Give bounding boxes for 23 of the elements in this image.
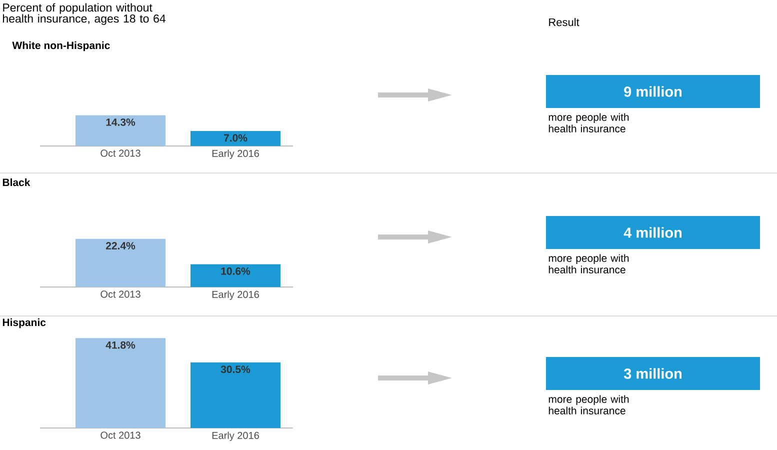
data-label: 41.8% — [106, 341, 136, 349]
chart-title: Hispanic — [2, 318, 46, 328]
text: Result — [549, 18, 580, 26]
x-tick-label: Oct 2013 — [100, 432, 140, 439]
data-label: 10.6% — [221, 267, 250, 275]
text: 4 million — [624, 227, 682, 238]
text: 9 million — [624, 86, 682, 97]
x-tick-label: Oct 2013 — [100, 150, 140, 157]
data-label: 22.4% — [106, 242, 136, 250]
x-tick-label: Oct 2013 — [100, 290, 140, 298]
text: more people with health insurance — [548, 395, 629, 414]
data-label: 30.5% — [220, 366, 250, 374]
text: more people with health insurance — [548, 113, 629, 132]
chart-subtitle: White non-Hispanic — [12, 41, 110, 52]
text: 3 million — [624, 368, 682, 379]
chart-title: Black — [2, 178, 30, 186]
x-tick-label: Early 2016 — [212, 432, 259, 441]
data-label: 7.0% — [224, 134, 248, 142]
text: more people with health insurance — [548, 254, 629, 274]
x-tick-label: Early 2016 — [212, 150, 259, 159]
x-tick-label: Early 2016 — [212, 290, 259, 300]
chart-title: Percent of population without health insurance, ages 18 to 64 — [3, 3, 166, 25]
data-label: 14.3% — [106, 118, 136, 126]
